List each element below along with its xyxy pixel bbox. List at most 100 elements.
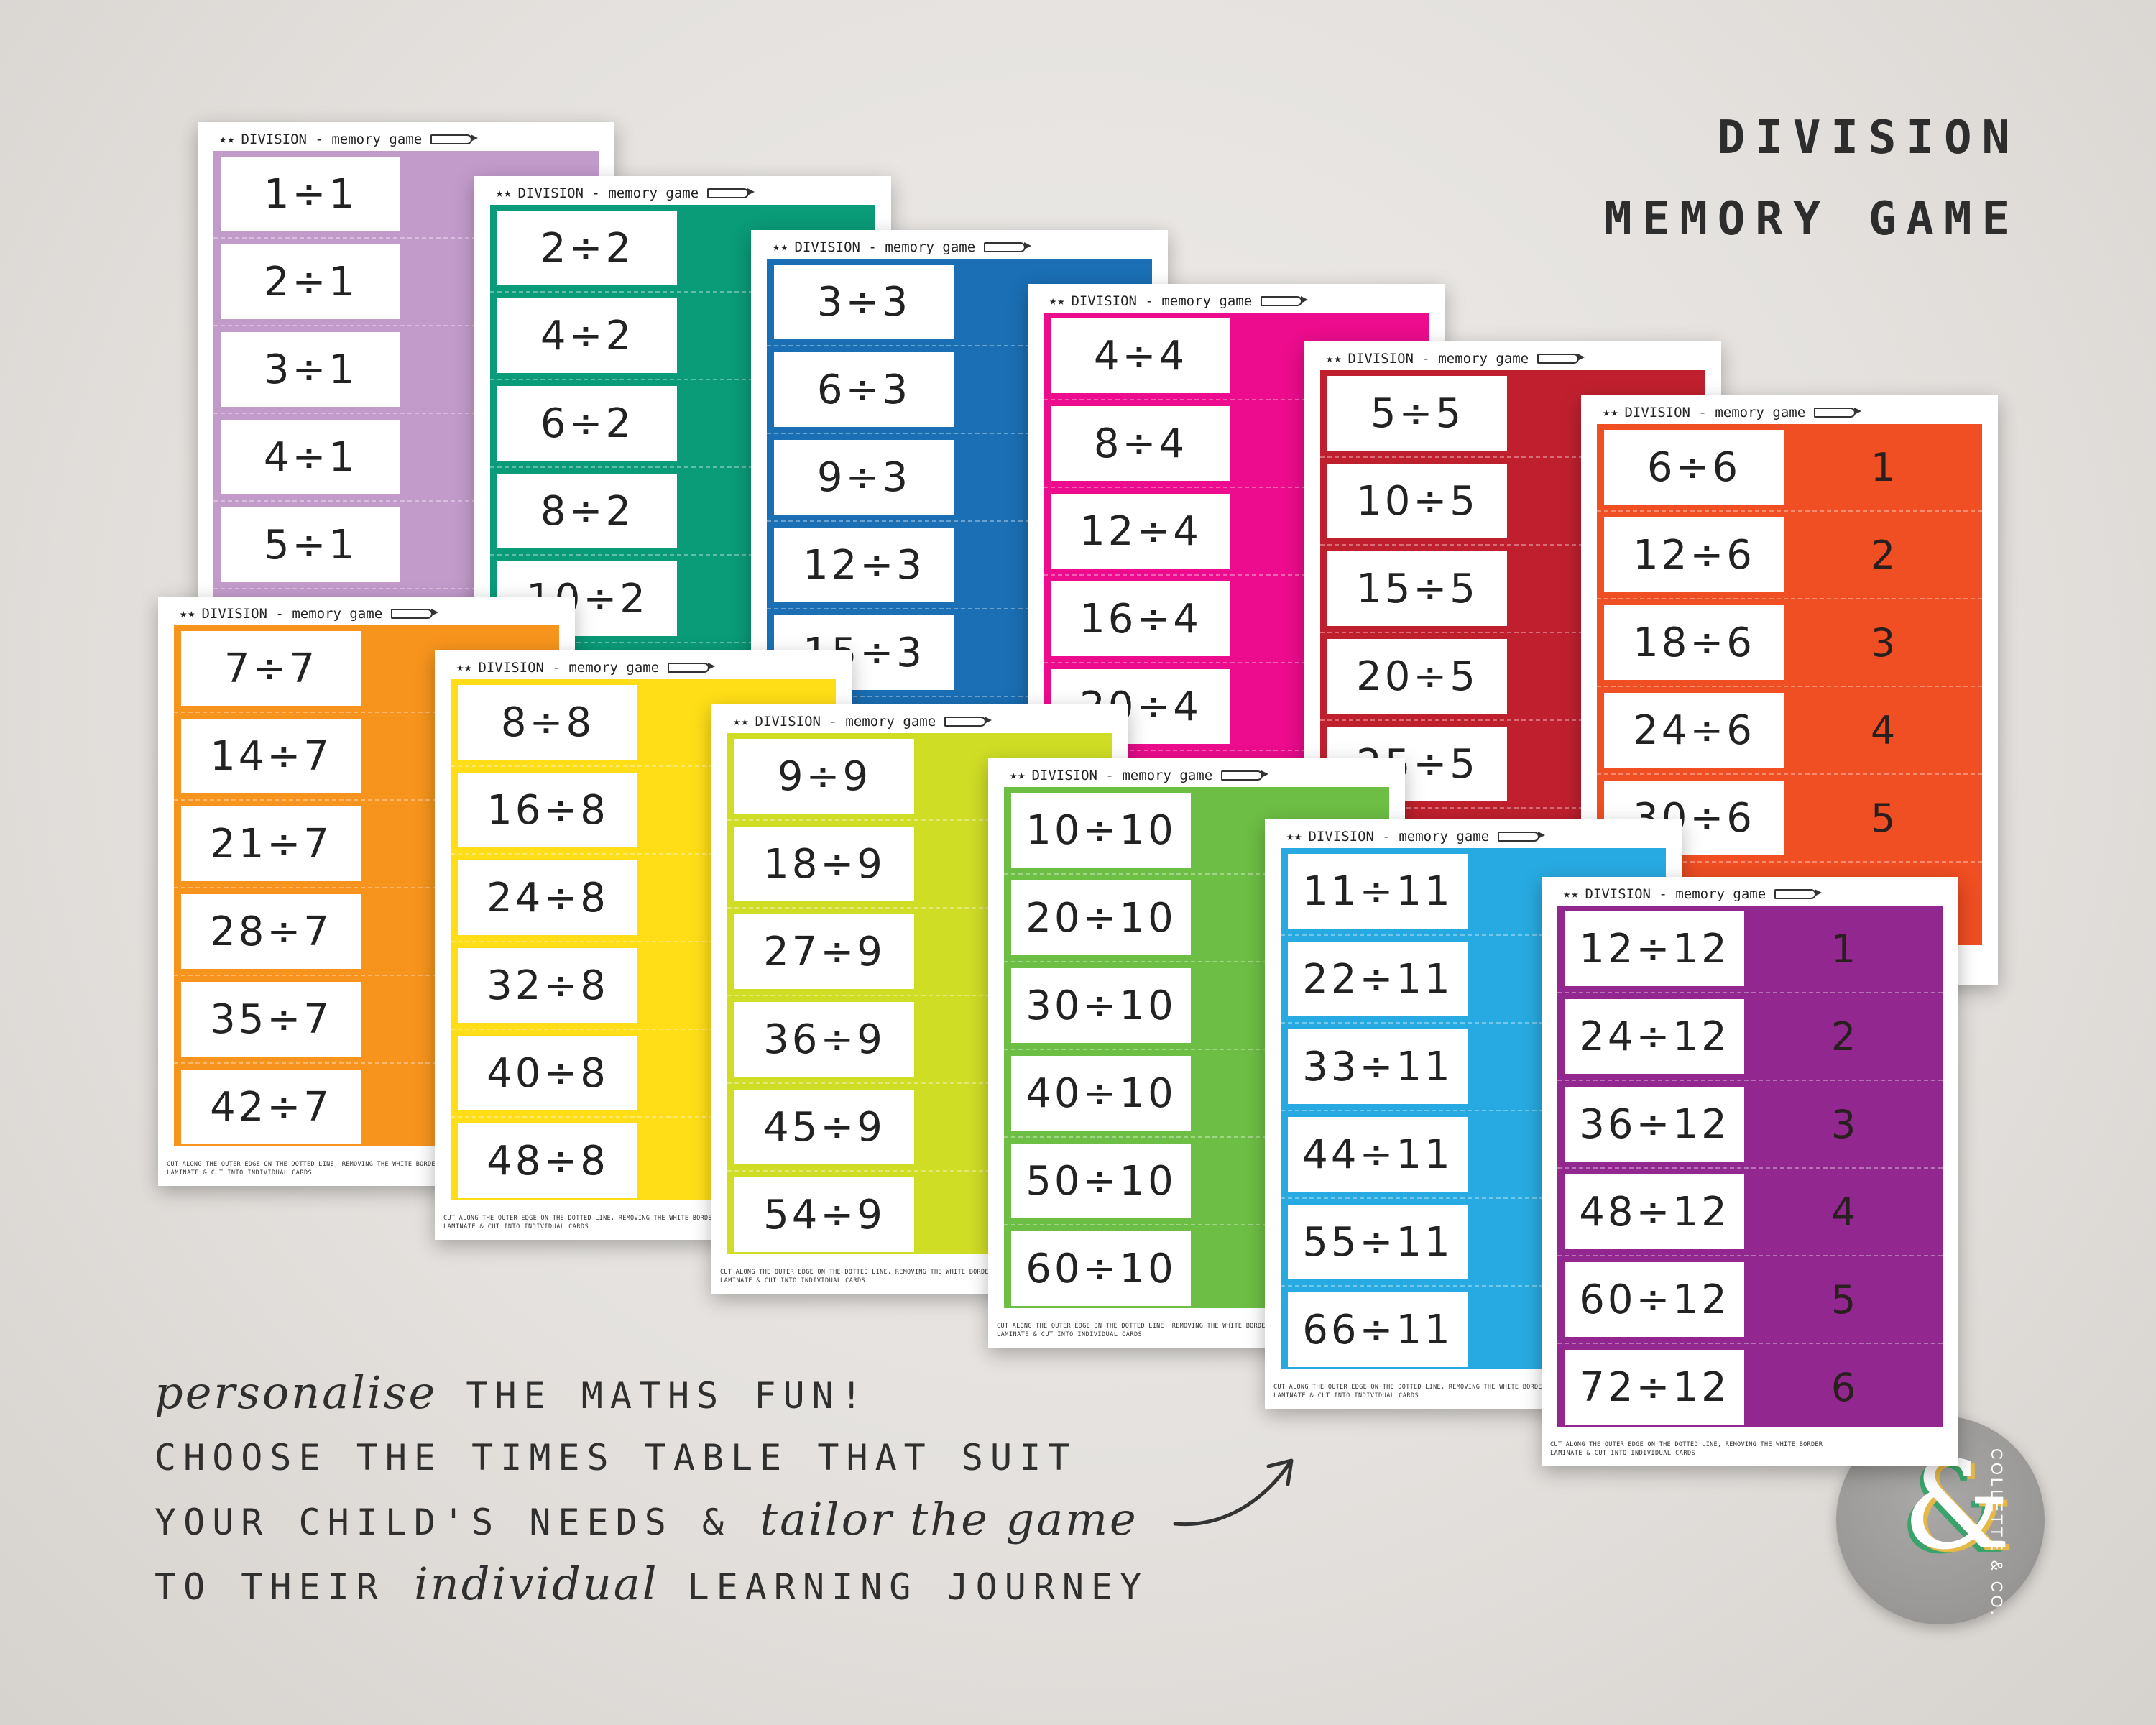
question-card: 48÷12: [1565, 1174, 1744, 1249]
question-card: 21÷7: [181, 806, 361, 881]
question-card: 60÷10: [1011, 1231, 1191, 1306]
card-row: 7÷7: [174, 625, 559, 713]
worksheet-title: DIVISION - memory game: [1585, 886, 1766, 902]
question-card: 60÷12: [1565, 1262, 1744, 1337]
answer-card: 3: [1870, 620, 1896, 666]
card-row: 66÷11: [1281, 1287, 1666, 1374]
question-card: 16÷8: [458, 773, 637, 847]
question-card: 22÷11: [1288, 942, 1468, 1016]
card-row: 20÷5: [1320, 633, 1705, 721]
pencil-icon: [1814, 408, 1862, 418]
pencil-icon: [668, 663, 716, 673]
question-card: 28÷7: [181, 894, 361, 969]
pencil-icon: [1261, 296, 1309, 306]
stars-icon: ★★: [1049, 294, 1066, 308]
card-row: 50÷10: [1004, 1138, 1389, 1225]
tagline: personalise THE MATHS FUN! CHOOSE THE TI…: [155, 1362, 1148, 1618]
answer-card: 2: [1870, 532, 1896, 578]
stars-icon: ★★: [180, 607, 196, 621]
worksheet-footer: CUT ALONG THE OUTER EDGE ON THE DOTTED L…: [720, 1268, 992, 1285]
footer-line-2: LAMINATE & CUT INTO INDIVIDUAL CARDS: [167, 1169, 313, 1177]
card-row: 10÷10: [1004, 787, 1389, 875]
tagline-script-personalise: personalise: [155, 1366, 438, 1419]
question-card: 24÷6: [1604, 693, 1784, 768]
worksheet-card-panel: 11÷11 22÷11 33÷11 44÷11 55÷11 66÷11: [1281, 848, 1666, 1374]
pencil-icon: [1221, 770, 1269, 781]
question-card: 15÷5: [1327, 551, 1507, 626]
stars-icon: ★★: [1326, 351, 1342, 366]
worksheet-title: DIVISION - memory game: [1624, 405, 1806, 420]
question-card: 12÷4: [1051, 494, 1230, 569]
card-row: 27÷9: [727, 908, 1112, 996]
card-row: 30÷10: [1004, 962, 1389, 1050]
card-row: 16÷4: [1044, 576, 1429, 663]
question-card: 20÷5: [1327, 639, 1507, 714]
footer-line-2: LAMINATE & CUT INTO INDIVIDUAL CARDS: [1273, 1392, 1419, 1399]
answer-card: 5: [1830, 1276, 1856, 1322]
question-card: 5÷5: [1327, 376, 1507, 451]
question-card: 45÷9: [734, 1090, 914, 1164]
question-card: 50÷10: [1011, 1144, 1191, 1218]
pencil-icon: [1498, 832, 1546, 842]
worksheet-footer: CUT ALONG THE OUTER EDGE ON THE DOTTED L…: [443, 1214, 716, 1231]
card-row: 36÷9: [727, 996, 1112, 1084]
question-card: 72÷12: [1565, 1350, 1744, 1425]
worksheet-footer: CUT ALONG THE OUTER EDGE ON THE DOTTED L…: [167, 1160, 439, 1177]
worksheet-title: DIVISION - memory game: [517, 185, 699, 201]
card-row: 6÷3: [767, 346, 1152, 434]
question-card: 48÷8: [458, 1123, 637, 1198]
card-row: 16÷8: [451, 767, 836, 855]
question-card: 35÷7: [181, 982, 361, 1057]
question-card: 10÷10: [1011, 793, 1191, 868]
card-row: 36÷12 3: [1557, 1081, 1943, 1169]
tagline-script-individual: individual: [413, 1558, 659, 1610]
worksheet-header: ★★ DIVISION - memory game: [496, 183, 755, 203]
card-row: 48÷8: [451, 1118, 836, 1205]
question-card: 4÷1: [221, 420, 400, 494]
question-card: 11÷11: [1288, 854, 1468, 929]
question-card: 5÷1: [221, 507, 400, 582]
card-row: 72÷12 6: [1557, 1344, 1943, 1432]
tagline-line-1: personalise THE MATHS FUN!: [155, 1362, 1148, 1427]
answer-card: 2: [1830, 1013, 1856, 1059]
pencil-icon: [430, 134, 479, 144]
question-card: 32÷8: [458, 948, 637, 1023]
card-row: 4÷4: [1044, 313, 1429, 400]
question-card: 6÷6: [1604, 430, 1784, 505]
card-row: 55÷11: [1281, 1199, 1666, 1287]
footer-line-1: CUT ALONG THE OUTER EDGE ON THE DOTTED L…: [167, 1161, 440, 1168]
worksheet-card-panel: 6÷6 1 12÷6 2 18÷6 3 24÷6 4 30÷6 5: [1597, 424, 1982, 945]
question-card: 12÷3: [774, 528, 954, 602]
question-card: 24÷12: [1565, 999, 1744, 1074]
worksheet-footer: CUT ALONG THE OUTER EDGE ON THE DOTTED L…: [1550, 1440, 1823, 1458]
question-card: 30÷10: [1011, 968, 1191, 1043]
card-row: 40÷8: [451, 1030, 836, 1118]
tagline-script-tailor: tailor the game: [760, 1493, 1138, 1545]
question-card: 27÷9: [734, 914, 914, 989]
card-row: 14÷7: [174, 713, 559, 801]
question-card: 40÷8: [458, 1036, 637, 1110]
card-row: 33÷11: [1281, 1024, 1666, 1111]
card-row: 4÷1: [213, 414, 599, 502]
card-row: 12÷12 1: [1557, 906, 1943, 993]
pencil-icon: [391, 609, 439, 619]
worksheet-card-panel: 7÷7 14÷7 21÷7 28÷7 35÷7 42÷7: [174, 625, 559, 1151]
worksheet-title: DIVISION - memory game: [1348, 351, 1529, 367]
card-row: 18÷6 3: [1597, 599, 1982, 687]
worksheet-title: DIVISION - memory game: [241, 132, 423, 147]
worksheet-header: ★★ DIVISION - memory game: [733, 712, 992, 732]
card-row: 6÷6 1: [1597, 424, 1982, 512]
card-row: 9÷9: [727, 733, 1112, 821]
question-card: 4÷4: [1051, 318, 1230, 393]
stars-icon: ★★: [1010, 768, 1026, 783]
question-card: 9÷9: [734, 739, 914, 814]
card-row: 1÷1: [213, 151, 599, 239]
worksheet: ★★ DIVISION - memory game 12÷12 1 24÷12 2 36÷1…: [1542, 877, 1958, 1466]
question-card: 33÷11: [1288, 1029, 1468, 1104]
worksheet-header: ★★ DIVISION - memory game: [773, 237, 1032, 257]
card-row: 44÷11: [1281, 1111, 1666, 1199]
question-card: 12÷6: [1604, 518, 1784, 592]
question-card: 1÷1: [221, 157, 400, 231]
worksheet-header: ★★ DIVISION - memory game: [1603, 402, 1862, 423]
question-card: 8÷2: [497, 474, 677, 548]
